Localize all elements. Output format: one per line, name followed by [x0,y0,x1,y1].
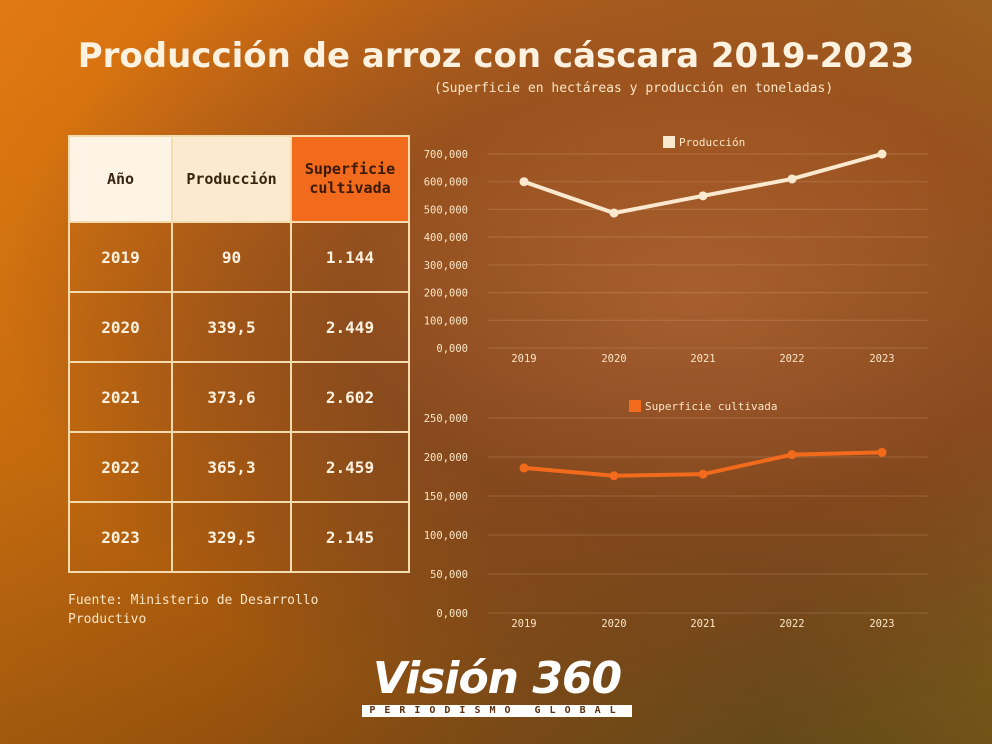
cell-year: 2020 [68,291,173,363]
legend-label: Producción [679,136,745,149]
header-year: Año [68,135,173,223]
x-tick-label: 2022 [779,618,804,630]
x-tick-label: 2020 [601,353,626,365]
x-tick-label: 2023 [869,618,894,630]
cell-production: 373,6 [171,361,292,433]
data-point [519,463,529,473]
y-tick-label: 250,000 [424,413,468,425]
data-table: Año Producción Superficie cultivada 2019… [68,135,410,573]
cell-surface: 1.144 [290,221,410,293]
table-header-row: Año Producción Superficie cultivada [68,135,410,223]
table-row: 2022 365,3 2.459 [68,431,410,503]
data-point [877,149,887,159]
x-tick-label: 2019 [511,618,536,630]
y-tick-label: 300,000 [424,260,468,272]
table-row: 2021 373,6 2.602 [68,361,410,433]
x-tick-label: 2019 [511,353,536,365]
x-tick-label: 2020 [601,618,626,630]
x-tick-label: 2021 [690,353,715,365]
cell-surface: 2.602 [290,361,410,433]
cell-year: 2021 [68,361,173,433]
page-title: Producción de arroz con cáscara 2019-202… [77,36,915,76]
y-tick-label: 700,000 [424,149,468,161]
y-tick-label: 600,000 [424,177,468,189]
y-tick-label: 50,000 [430,569,468,581]
y-tick-label: 100,000 [424,315,468,327]
cell-production: 329,5 [171,501,292,573]
cell-year: 2019 [68,221,173,293]
data-point [609,471,619,481]
x-tick-label: 2023 [869,353,894,365]
cell-production: 365,3 [171,431,292,503]
y-tick-label: 500,000 [424,204,468,216]
x-tick-label: 2022 [779,353,804,365]
logo: Visión 360 PERIODISMO GLOBAL [362,655,632,717]
cell-surface: 2.145 [290,501,410,573]
data-point [609,208,619,218]
table-row: 2020 339,5 2.449 [68,291,410,363]
legend-swatch [663,136,675,148]
cell-year: 2022 [68,431,173,503]
cell-surface: 2.459 [290,431,410,503]
series-line [523,152,883,216]
cell-production: 90 [171,221,292,293]
legend-label: Superficie cultivada [645,400,777,413]
y-tick-label: 0,000 [436,608,468,620]
data-point [787,174,797,184]
data-point [787,450,797,460]
logo-tagline: PERIODISMO GLOBAL [362,705,632,717]
cell-surface: 2.449 [290,291,410,363]
y-tick-label: 150,000 [424,491,468,503]
table-row: 2023 329,5 2.145 [68,501,410,573]
header-production: Producción [171,135,292,223]
y-tick-label: 0,000 [436,343,468,355]
y-tick-label: 100,000 [424,530,468,542]
y-tick-label: 200,000 [424,452,468,464]
cell-year: 2023 [68,501,173,573]
logo-name: Visión 360 [372,653,622,704]
legend-swatch [629,400,641,412]
y-tick-label: 400,000 [424,232,468,244]
data-point [698,191,708,201]
data-point [519,177,529,187]
table-row: 2019 90 1.144 [68,221,410,293]
data-point [877,447,887,457]
source-note: Fuente: Ministerio de Desarrollo Product… [68,593,319,627]
x-tick-label: 2021 [690,618,715,630]
y-tick-label: 200,000 [424,288,468,300]
data-point [698,469,708,479]
cell-production: 339,5 [171,291,292,363]
header-surface: Superficie cultivada [290,135,410,223]
subtitle: (Superficie en hectáreas y producción en… [434,81,834,96]
